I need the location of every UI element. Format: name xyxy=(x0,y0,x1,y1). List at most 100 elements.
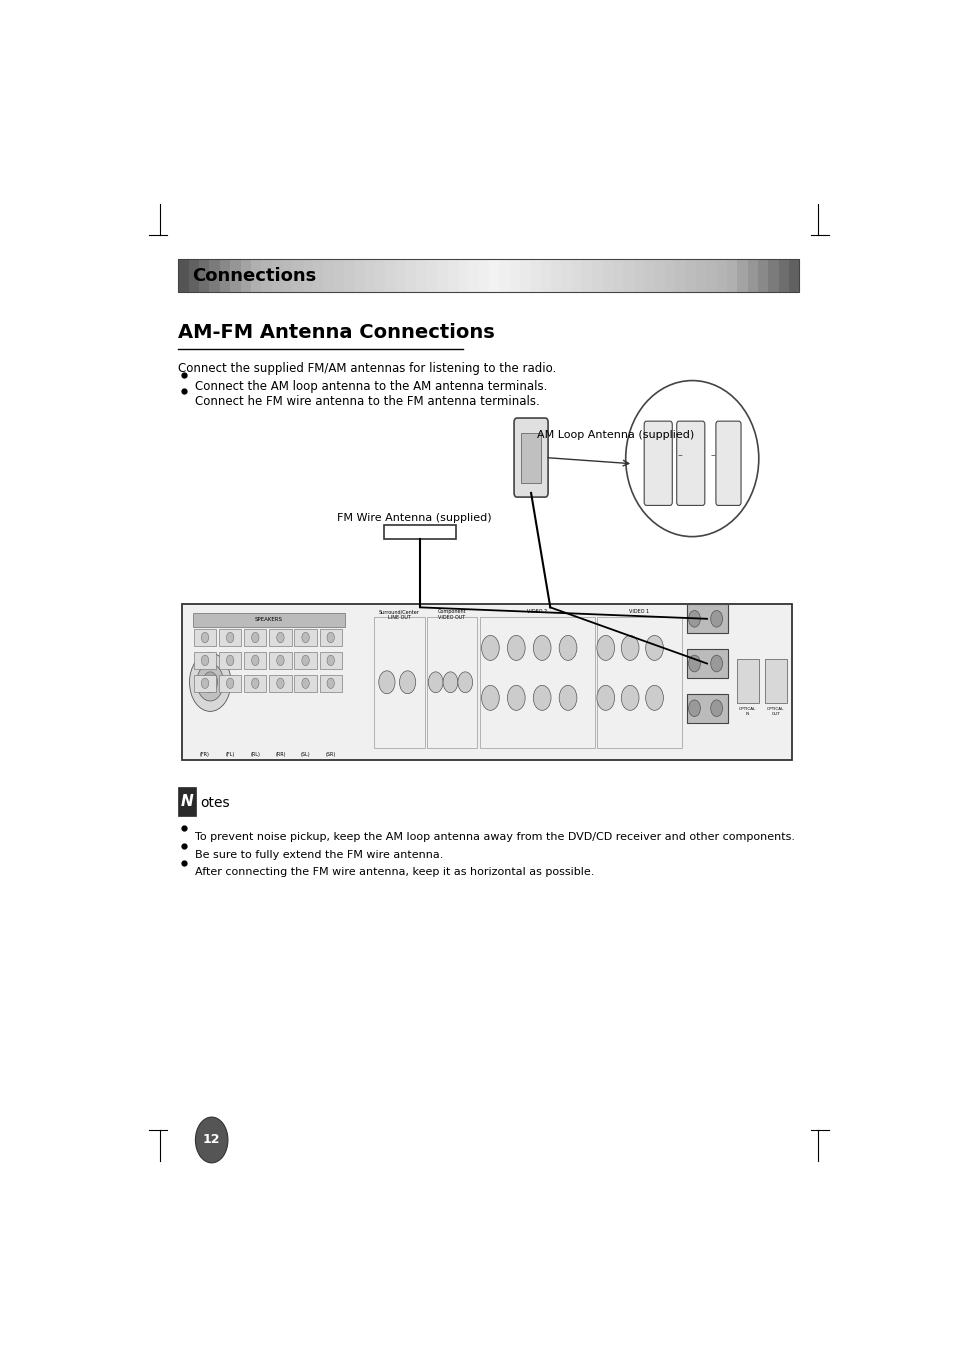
Circle shape xyxy=(457,671,472,693)
Circle shape xyxy=(507,685,524,711)
Bar xyxy=(344,259,355,292)
Circle shape xyxy=(620,685,639,711)
Text: Connections: Connections xyxy=(192,266,315,285)
Bar xyxy=(716,259,727,292)
Bar xyxy=(416,259,427,292)
Bar xyxy=(571,259,582,292)
Bar xyxy=(633,259,644,292)
Circle shape xyxy=(688,655,700,671)
Bar xyxy=(302,259,314,292)
Bar xyxy=(426,616,476,748)
Bar xyxy=(602,259,613,292)
Bar xyxy=(478,259,489,292)
Bar xyxy=(189,259,199,292)
Text: (SL): (SL) xyxy=(300,751,310,757)
Circle shape xyxy=(533,635,551,661)
Circle shape xyxy=(645,685,662,711)
Bar xyxy=(319,653,341,669)
Bar xyxy=(178,259,190,292)
Circle shape xyxy=(597,685,614,711)
Circle shape xyxy=(276,655,284,666)
Circle shape xyxy=(301,655,309,666)
Text: FM Wire Antenna (supplied): FM Wire Antenna (supplied) xyxy=(337,513,492,523)
Bar xyxy=(530,259,541,292)
Circle shape xyxy=(252,632,258,643)
Bar xyxy=(675,259,685,292)
Circle shape xyxy=(558,635,577,661)
Text: To prevent noise pickup, keep the AM loop antenna away from the DVD/CD receiver : To prevent noise pickup, keep the AM loo… xyxy=(194,832,794,842)
Bar xyxy=(251,259,262,292)
Text: –: – xyxy=(677,450,681,461)
Bar xyxy=(778,259,789,292)
Bar xyxy=(219,630,241,646)
Circle shape xyxy=(507,635,524,661)
Circle shape xyxy=(481,685,498,711)
Bar xyxy=(623,259,634,292)
Text: Component
VIDEO OUT: Component VIDEO OUT xyxy=(437,609,466,620)
Text: Connect he FM wire antenna to the FM antenna terminals.: Connect he FM wire antenna to the FM ant… xyxy=(194,394,538,408)
Circle shape xyxy=(195,1117,228,1163)
Bar xyxy=(374,616,424,748)
Bar xyxy=(696,259,706,292)
Bar xyxy=(686,604,727,634)
Circle shape xyxy=(558,685,577,711)
Bar xyxy=(364,259,375,292)
Bar xyxy=(193,612,344,627)
Circle shape xyxy=(399,671,416,693)
Circle shape xyxy=(201,632,209,643)
Circle shape xyxy=(688,700,700,716)
Bar xyxy=(551,259,561,292)
FancyBboxPatch shape xyxy=(643,422,672,505)
Bar xyxy=(560,259,572,292)
Bar xyxy=(468,259,478,292)
Bar xyxy=(269,676,292,692)
Bar xyxy=(269,630,292,646)
Circle shape xyxy=(201,678,209,689)
Text: Be sure to fully extend the FM wire antenna.: Be sure to fully extend the FM wire ante… xyxy=(194,850,442,859)
Circle shape xyxy=(688,611,700,627)
Circle shape xyxy=(378,671,395,693)
FancyBboxPatch shape xyxy=(514,417,547,497)
Bar xyxy=(240,259,252,292)
Bar xyxy=(244,653,266,669)
Bar xyxy=(788,259,800,292)
Text: AM Loop Antenna (supplied): AM Loop Antenna (supplied) xyxy=(537,430,694,439)
Circle shape xyxy=(301,632,309,643)
Bar xyxy=(319,676,341,692)
Circle shape xyxy=(597,635,614,661)
Bar xyxy=(334,259,344,292)
Bar xyxy=(294,653,316,669)
Bar xyxy=(261,259,272,292)
Bar xyxy=(354,259,365,292)
Bar xyxy=(193,653,216,669)
Bar xyxy=(436,259,448,292)
Bar xyxy=(613,259,623,292)
Text: Connect the supplied FM/AM antennas for listening to the radio.: Connect the supplied FM/AM antennas for … xyxy=(178,362,556,374)
Bar xyxy=(395,259,406,292)
Bar xyxy=(457,259,469,292)
Bar xyxy=(736,659,758,703)
Bar xyxy=(426,259,437,292)
Bar xyxy=(447,259,458,292)
Bar xyxy=(383,526,456,539)
Bar xyxy=(685,259,696,292)
Bar xyxy=(178,788,196,816)
Bar xyxy=(758,259,768,292)
Bar xyxy=(509,259,520,292)
Bar xyxy=(705,259,717,292)
Text: After connecting the FM wire antenna, keep it as horizontal as possible.: After connecting the FM wire antenna, ke… xyxy=(194,867,594,877)
Bar xyxy=(193,676,216,692)
Bar xyxy=(498,259,510,292)
Bar xyxy=(244,676,266,692)
Bar xyxy=(178,259,799,292)
Text: (RR): (RR) xyxy=(274,751,285,757)
Bar xyxy=(319,630,341,646)
Circle shape xyxy=(226,678,233,689)
Text: AM-FM Antenna Connections: AM-FM Antenna Connections xyxy=(178,323,495,342)
Bar xyxy=(210,259,220,292)
Circle shape xyxy=(327,655,335,666)
Bar xyxy=(282,259,293,292)
Bar xyxy=(272,259,282,292)
Bar xyxy=(686,648,727,678)
Bar xyxy=(767,259,779,292)
